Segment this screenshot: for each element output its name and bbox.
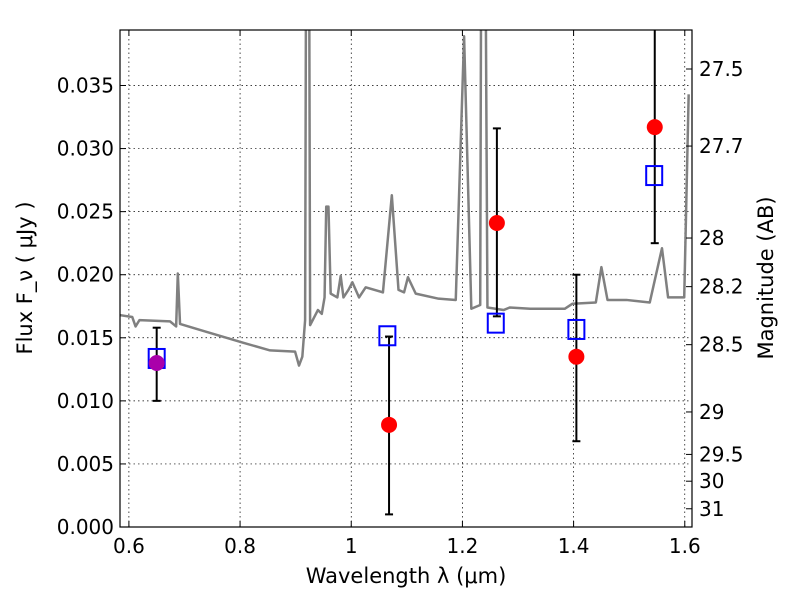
mag-tick-label: 30 — [699, 469, 724, 493]
y-tick-label: 0.000 — [57, 515, 114, 539]
observed-point — [646, 119, 663, 136]
observed-point — [381, 416, 398, 433]
grid — [120, 30, 692, 528]
y-tick-label: 0.015 — [57, 326, 114, 350]
y-tick-label: 0.010 — [57, 389, 114, 413]
y-tick-label: 0.030 — [57, 137, 114, 161]
observed-point — [488, 214, 505, 231]
mag-tick-label: 29.5 — [699, 442, 744, 466]
y-tick-label: 0.020 — [57, 263, 114, 287]
y-tick-label: 0.035 — [57, 74, 114, 98]
x-tick-label: 1 — [345, 534, 358, 558]
model-point — [645, 165, 664, 187]
observed-point — [148, 355, 165, 372]
axes-frame — [119, 29, 693, 528]
model-point — [378, 325, 397, 347]
mag-tick-label: 28.2 — [699, 275, 744, 299]
model-point — [567, 318, 586, 340]
y-axis-label: Flux F_ν ( μJy ) — [13, 201, 38, 354]
right-axis-label: Magnitude (AB) — [754, 196, 778, 359]
x-tick-label: 1.2 — [447, 534, 479, 558]
x-axis-label: Wavelength λ (μm) — [306, 564, 507, 588]
x-tick-label: 1.4 — [558, 534, 590, 558]
plot-area — [120, 30, 690, 516]
observed-point — [568, 348, 585, 365]
mag-tick-label: 31 — [699, 497, 724, 521]
x-tick-label: 0.6 — [113, 534, 145, 558]
x-tick-label: 0.8 — [224, 534, 256, 558]
mag-tick-label: 27.7 — [699, 134, 744, 158]
mag-tick-label: 28 — [699, 226, 724, 250]
x-tick-label: 1.6 — [669, 534, 701, 558]
mag-tick-label: 28.5 — [699, 333, 744, 357]
spectrum-line — [120, 30, 690, 367]
mag-tick-label: 27.5 — [699, 57, 744, 81]
y-tick-label: 0.005 — [57, 452, 114, 476]
mag-tick-label: 29 — [699, 400, 724, 424]
y-tick-label: 0.025 — [57, 200, 114, 224]
ticks: 0.6 0.8 1 1.2 1.4 1.6 0.000 0.005 0.010 0.015 0.02… — [57, 30, 744, 558]
model-point — [486, 312, 505, 334]
